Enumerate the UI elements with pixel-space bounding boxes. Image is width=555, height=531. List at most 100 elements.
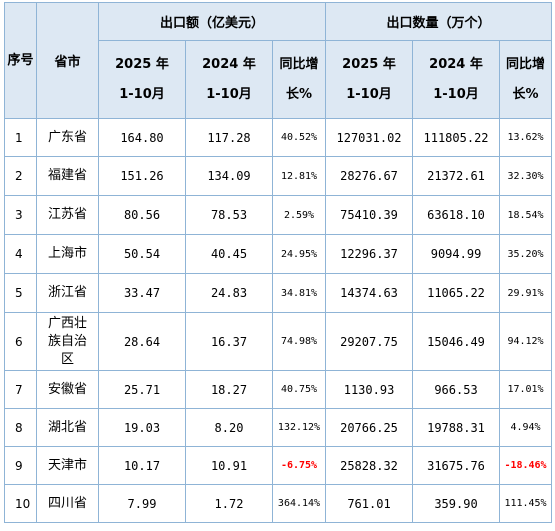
seq-header-label: 序号 (7, 52, 34, 68)
row-index: 2 (4, 156, 37, 196)
qty-yoy-cell-negative: -18.46% (499, 446, 553, 485)
qty-2024-cell: 31675.76 (412, 446, 501, 485)
row-index: 8 (4, 408, 37, 447)
qty-yoy-cell: 13.62% (499, 118, 553, 157)
amount-2025-cell: 28.64 (98, 312, 186, 371)
amount-2024-cell: 40.45 (185, 234, 273, 274)
amount-2024-cell: 18.27 (185, 370, 273, 409)
province-cell: 湖北省 (36, 408, 99, 447)
province-cell: 四川省 (36, 484, 99, 523)
row-index: 3 (4, 195, 37, 235)
province-cell: 广东省 (36, 118, 99, 157)
amount-yoy-cell: 40.75% (271, 370, 327, 409)
row-index: 10 (4, 484, 37, 523)
amount-2025-year: 2025 年 (115, 56, 169, 72)
row-index: 6 (4, 312, 37, 371)
qty-yoy-cell: 94.12% (499, 312, 553, 371)
qty-2024-header: 2024 年 1-10月 (412, 40, 501, 119)
amount-2024-cell: 117.28 (185, 118, 273, 157)
table-row: 2 福建省 151.26 134.09 12.81% 28276.67 2137… (4, 156, 553, 196)
province-cell: 广西壮族自治区 (36, 312, 99, 371)
table-row: 5 浙江省 33.47 24.83 34.81% 14374.63 11065.… (4, 273, 553, 313)
amount-yoy-cell: 40.52% (271, 118, 327, 157)
qty-2024-cell: 359.90 (412, 484, 501, 523)
qty-2025-cell: 12296.37 (325, 234, 414, 274)
province-cell: 浙江省 (36, 273, 99, 313)
province-cell: 安徽省 (36, 370, 99, 409)
amount-2025-cell: 10.17 (98, 446, 186, 485)
qty-2025-cell: 761.01 (325, 484, 414, 523)
qty-yoy-cell: 32.30% (499, 156, 553, 196)
qty-2025-header: 2025 年 1-10月 (325, 40, 414, 119)
qty-yoy-cell: 18.54% (499, 195, 553, 235)
qty-2025-cell: 20766.25 (325, 408, 414, 447)
qty-2024-cell: 9094.99 (412, 234, 501, 274)
amount-2025-header: 2025 年 1-10月 (98, 40, 186, 119)
qty-2024-cell: 15046.49 (412, 312, 501, 371)
amount-2024-header: 2024 年 1-10月 (185, 40, 273, 119)
amount-2024-cell: 78.53 (185, 195, 273, 235)
qty-2025-cell: 127031.02 (325, 118, 414, 157)
qty-2024-cell: 19788.31 (412, 408, 501, 447)
table-row: 9 天津市 10.17 10.91 -6.75% 25828.32 31675.… (4, 446, 553, 485)
amount-2024-cell: 8.20 (185, 408, 273, 447)
amount-2025-cell: 151.26 (98, 156, 186, 196)
qty-2025-cell: 75410.39 (325, 195, 414, 235)
amount-2024-cell: 24.83 (185, 273, 273, 313)
amount-yoy-cell: 24.95% (271, 234, 327, 274)
qty-2024-cell: 21372.61 (412, 156, 501, 196)
qty-2025-cell: 25828.32 (325, 446, 414, 485)
qty-2025-cell: 14374.63 (325, 273, 414, 313)
qty-yoy-cell: 29.91% (499, 273, 553, 313)
amount-2025-cell: 7.99 (98, 484, 186, 523)
qty-2024-cell: 11065.22 (412, 273, 501, 313)
province-cell: 上海市 (36, 234, 99, 274)
qty-2024-year: 2024 年 (429, 56, 483, 72)
qty-yoy-bottom: 长% (512, 86, 539, 102)
amount-2024-cell: 10.91 (185, 446, 273, 485)
province-cell: 天津市 (36, 446, 99, 485)
province-cell-label: 广西壮族自治区 (47, 315, 87, 367)
qty-2025-cell: 1130.93 (325, 370, 414, 409)
export-qty-header: 出口数量（万个） (325, 2, 553, 41)
table-row: 8 湖北省 19.03 8.20 132.12% 20766.25 19788.… (4, 408, 553, 447)
amount-yoy-bottom: 长% (285, 86, 313, 102)
amount-2024-cell: 16.37 (185, 312, 273, 371)
amount-yoy-top: 同比增 (279, 56, 319, 72)
row-index: 5 (4, 273, 37, 313)
amount-2025-cell: 19.03 (98, 408, 186, 447)
qty-2025-cell: 28276.67 (325, 156, 414, 196)
amount-2024-year: 2024 年 (202, 56, 256, 72)
qty-2025-cell: 29207.75 (325, 312, 414, 371)
amount-2025-cell: 80.56 (98, 195, 186, 235)
amount-yoy-cell: 2.59% (271, 195, 327, 235)
amount-2025-cell: 25.71 (98, 370, 186, 409)
amount-2024-cell: 134.09 (185, 156, 273, 196)
qty-2024-cell: 966.53 (412, 370, 501, 409)
qty-yoy-cell: 111.45% (499, 484, 553, 523)
amount-yoy-header: 同比增 长% (271, 40, 327, 119)
amount-2025-cell: 33.47 (98, 273, 186, 313)
amount-2024-period: 1-10月 (206, 86, 252, 102)
row-index: 4 (4, 234, 37, 274)
amount-2024-cell: 1.72 (185, 484, 273, 523)
seq-header: 序号 (4, 2, 37, 119)
province-header: 省市 (36, 2, 99, 119)
amount-2025-cell: 164.80 (98, 118, 186, 157)
province-cell: 江苏省 (36, 195, 99, 235)
table-row: 1 广东省 164.80 117.28 40.52% 127031.02 111… (4, 118, 553, 157)
table-row: 3 江苏省 80.56 78.53 2.59% 75410.39 63618.1… (4, 195, 553, 235)
qty-yoy-top: 同比增 (506, 56, 546, 72)
qty-2024-cell: 63618.10 (412, 195, 501, 235)
amount-yoy-cell: 74.98% (271, 312, 327, 371)
table-row: 7 安徽省 25.71 18.27 40.75% 1130.93 966.53 … (4, 370, 553, 409)
amount-yoy-cell: 12.81% (271, 156, 327, 196)
table-row: 10 四川省 7.99 1.72 364.14% 761.01 359.90 1… (4, 484, 553, 523)
export-amount-header: 出口额（亿美元） (97, 2, 327, 41)
qty-2024-cell: 111805.22 (412, 118, 501, 157)
qty-yoy-cell: 17.01% (499, 370, 553, 409)
amount-yoy-cell-negative: -6.75% (271, 446, 327, 485)
amount-yoy-cell: 34.81% (271, 273, 327, 313)
amount-yoy-cell: 364.14% (271, 484, 327, 523)
amount-yoy-cell: 132.12% (271, 408, 327, 447)
